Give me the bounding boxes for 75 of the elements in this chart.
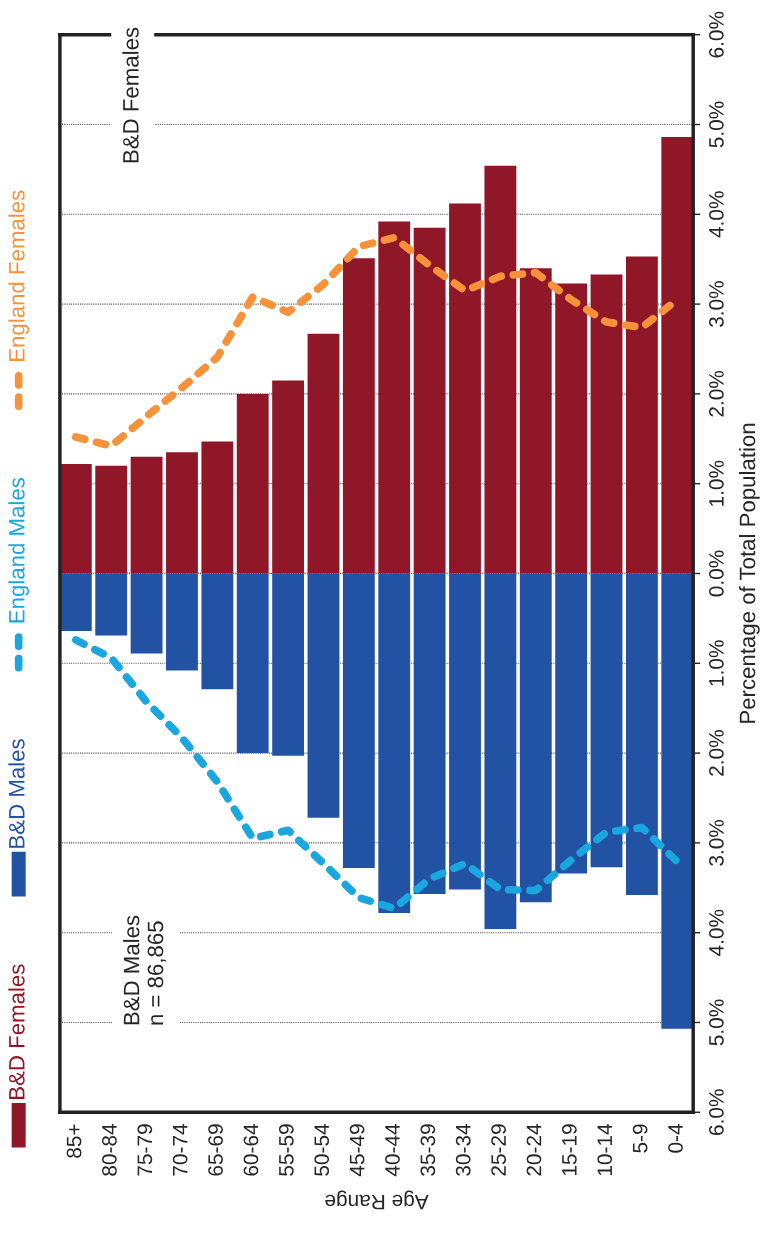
x-tick-label: 0-4	[668, 1124, 683, 1153]
x-tick-label: 60-64	[243, 1124, 259, 1176]
x-tick-label: 15-19	[561, 1124, 577, 1176]
bar	[484, 573, 517, 930]
y-tick-label: 5.0%	[709, 999, 724, 1046]
bar	[130, 456, 163, 574]
bar	[413, 573, 446, 895]
bar	[519, 268, 552, 574]
annotation: B&D Females	[122, 27, 139, 163]
x-tick-label: 45-49	[349, 1124, 365, 1177]
bar	[95, 573, 128, 636]
x-tick-label: 25-29	[491, 1124, 506, 1176]
bar	[484, 165, 517, 574]
bar	[272, 573, 305, 756]
y-tick-label: 2.0%	[709, 370, 724, 417]
bar	[519, 573, 552, 903]
bar	[307, 333, 340, 574]
x-tick-label: 80-84	[102, 1124, 117, 1176]
bar	[378, 221, 411, 574]
bar	[59, 463, 92, 574]
bar	[378, 573, 411, 913]
bar	[201, 573, 234, 690]
bar	[59, 573, 92, 631]
x-tick-label: 10-14	[597, 1124, 613, 1176]
y-tick-label: 6.0%	[709, 1089, 724, 1135]
bar	[166, 452, 198, 574]
bar	[590, 573, 623, 868]
bar	[590, 274, 623, 574]
bar	[342, 573, 375, 869]
bar	[625, 256, 658, 574]
text: England Males	[8, 478, 30, 623]
y-tick-label: 2.0%	[709, 730, 724, 776]
y-tick-label: 4.0%	[709, 909, 724, 956]
y-tick-label: 4.0%	[709, 191, 724, 238]
bar	[236, 393, 269, 574]
bar	[307, 573, 340, 818]
y-tick-label: 0.0%	[709, 550, 724, 597]
y-tick-label: 6.0%	[709, 11, 724, 58]
x-tick-label: 65-69	[208, 1124, 223, 1176]
x-tick-label: 30-34	[455, 1124, 471, 1176]
bar	[413, 227, 446, 574]
bar	[166, 573, 198, 671]
y-tick-label: 1.0%	[709, 460, 724, 506]
x-tick-label: 5-9	[632, 1124, 648, 1153]
y-tick-label: 5.0%	[709, 101, 724, 148]
x-tick-label: 40-44	[385, 1124, 400, 1177]
x-axis-title: Age Range	[325, 1190, 429, 1210]
x-tick-label: 55-59	[278, 1124, 294, 1176]
bar	[130, 573, 163, 654]
x-tick-label: 20-24	[526, 1124, 542, 1176]
x-tick-label: 50-54	[314, 1124, 330, 1176]
x-tick-label: 35-39	[420, 1124, 436, 1176]
text: England Females	[8, 190, 30, 361]
bar	[625, 573, 658, 895]
y-tick-label: 3.0%	[709, 281, 724, 328]
bar	[342, 258, 375, 574]
text: B&D Females	[8, 964, 25, 1099]
y-tick-label: 1.0%	[709, 640, 724, 686]
annotation: B&D Males n = 86,865	[123, 915, 166, 1025]
x-tick-label: 75-79	[137, 1124, 153, 1176]
bar	[661, 137, 694, 574]
bar	[555, 283, 588, 574]
bar	[201, 441, 234, 574]
bar	[236, 573, 269, 754]
bar	[95, 465, 128, 574]
x-tick-label: 70-74	[172, 1124, 188, 1176]
x-tick-label: 85+	[66, 1124, 82, 1158]
bar	[449, 203, 481, 574]
text: B&D Males	[8, 739, 25, 848]
y-axis-title: Percentage of Total Population	[739, 423, 760, 723]
bar	[272, 380, 305, 574]
bar	[555, 573, 588, 874]
y-tick-label: 3.0%	[709, 819, 724, 866]
bar	[661, 573, 694, 1029]
bar	[449, 573, 481, 890]
